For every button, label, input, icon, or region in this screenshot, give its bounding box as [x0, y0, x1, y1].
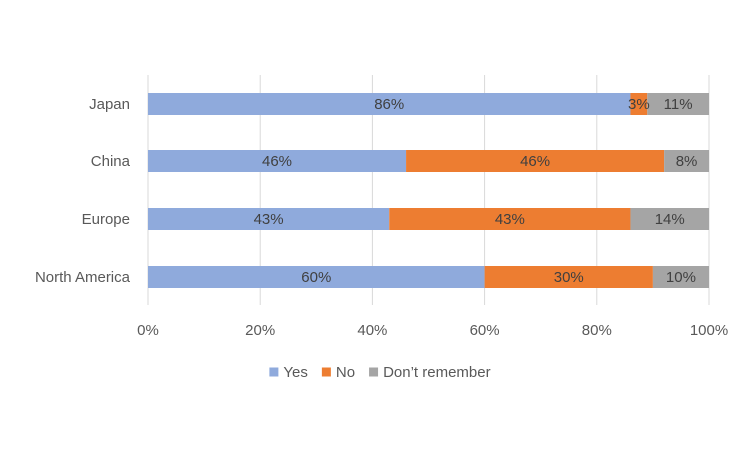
- bar-don-t-remember-china: [664, 150, 709, 172]
- bar-no-japan: [630, 93, 648, 115]
- x-tick-labels: 0% 20% 40% 60% 80% 100%: [137, 322, 728, 339]
- bar-no-europe: [389, 208, 631, 230]
- category-labels: Japan China Europe North America: [35, 96, 131, 286]
- bars: [148, 93, 709, 288]
- data-label: 60%: [301, 269, 331, 286]
- legend-label-yes: Yes: [283, 364, 307, 381]
- data-label: 86%: [374, 96, 404, 113]
- legend-label-don-t-remember: Don’t remember: [383, 364, 491, 381]
- x-tick-label: 40%: [357, 322, 387, 339]
- data-label: 30%: [554, 269, 584, 286]
- category-label-japan: Japan: [89, 96, 130, 113]
- x-tick-label: 0%: [137, 322, 159, 339]
- data-label: 3%: [628, 96, 650, 113]
- legend-swatch-no: [321, 367, 331, 377]
- data-label: 11%: [664, 96, 693, 113]
- x-tick-label: 80%: [582, 322, 612, 339]
- bar-yes-north-america: [148, 266, 485, 288]
- data-label: 46%: [262, 153, 292, 170]
- bar-don-t-remember-north-america: [652, 266, 709, 288]
- data-label: 43%: [495, 211, 525, 228]
- data-label: 46%: [520, 153, 550, 170]
- bar-no-north-america: [484, 266, 653, 288]
- category-label-north-america: North America: [35, 269, 131, 286]
- legend-swatch-don-t-remember: [369, 367, 379, 377]
- legend: Yes No Don’t remember: [269, 364, 491, 381]
- bar-yes-china: [148, 150, 407, 172]
- category-label-europe: Europe: [82, 211, 130, 228]
- bar-don-t-remember-europe: [630, 208, 709, 230]
- data-label: 14%: [655, 211, 685, 228]
- x-tick-label: 100%: [690, 322, 728, 339]
- data-label: 8%: [676, 153, 698, 170]
- legend-label-no: No: [336, 364, 355, 381]
- bar-no-china: [406, 150, 665, 172]
- data-labels: 86% 3% 11% 46% 46% 8% 43% 43% 14% 60% 30% 10%: [254, 96, 698, 286]
- data-label: 10%: [666, 269, 696, 286]
- x-tick-label: 60%: [470, 322, 500, 339]
- bar-yes-japan: [148, 93, 631, 115]
- x-tick-label: 20%: [245, 322, 275, 339]
- bar-yes-europe: [148, 208, 390, 230]
- bar-don-t-remember-japan: [647, 93, 709, 115]
- data-label: 43%: [254, 211, 284, 228]
- legend-swatch-yes: [269, 367, 279, 377]
- category-label-china: China: [91, 153, 131, 170]
